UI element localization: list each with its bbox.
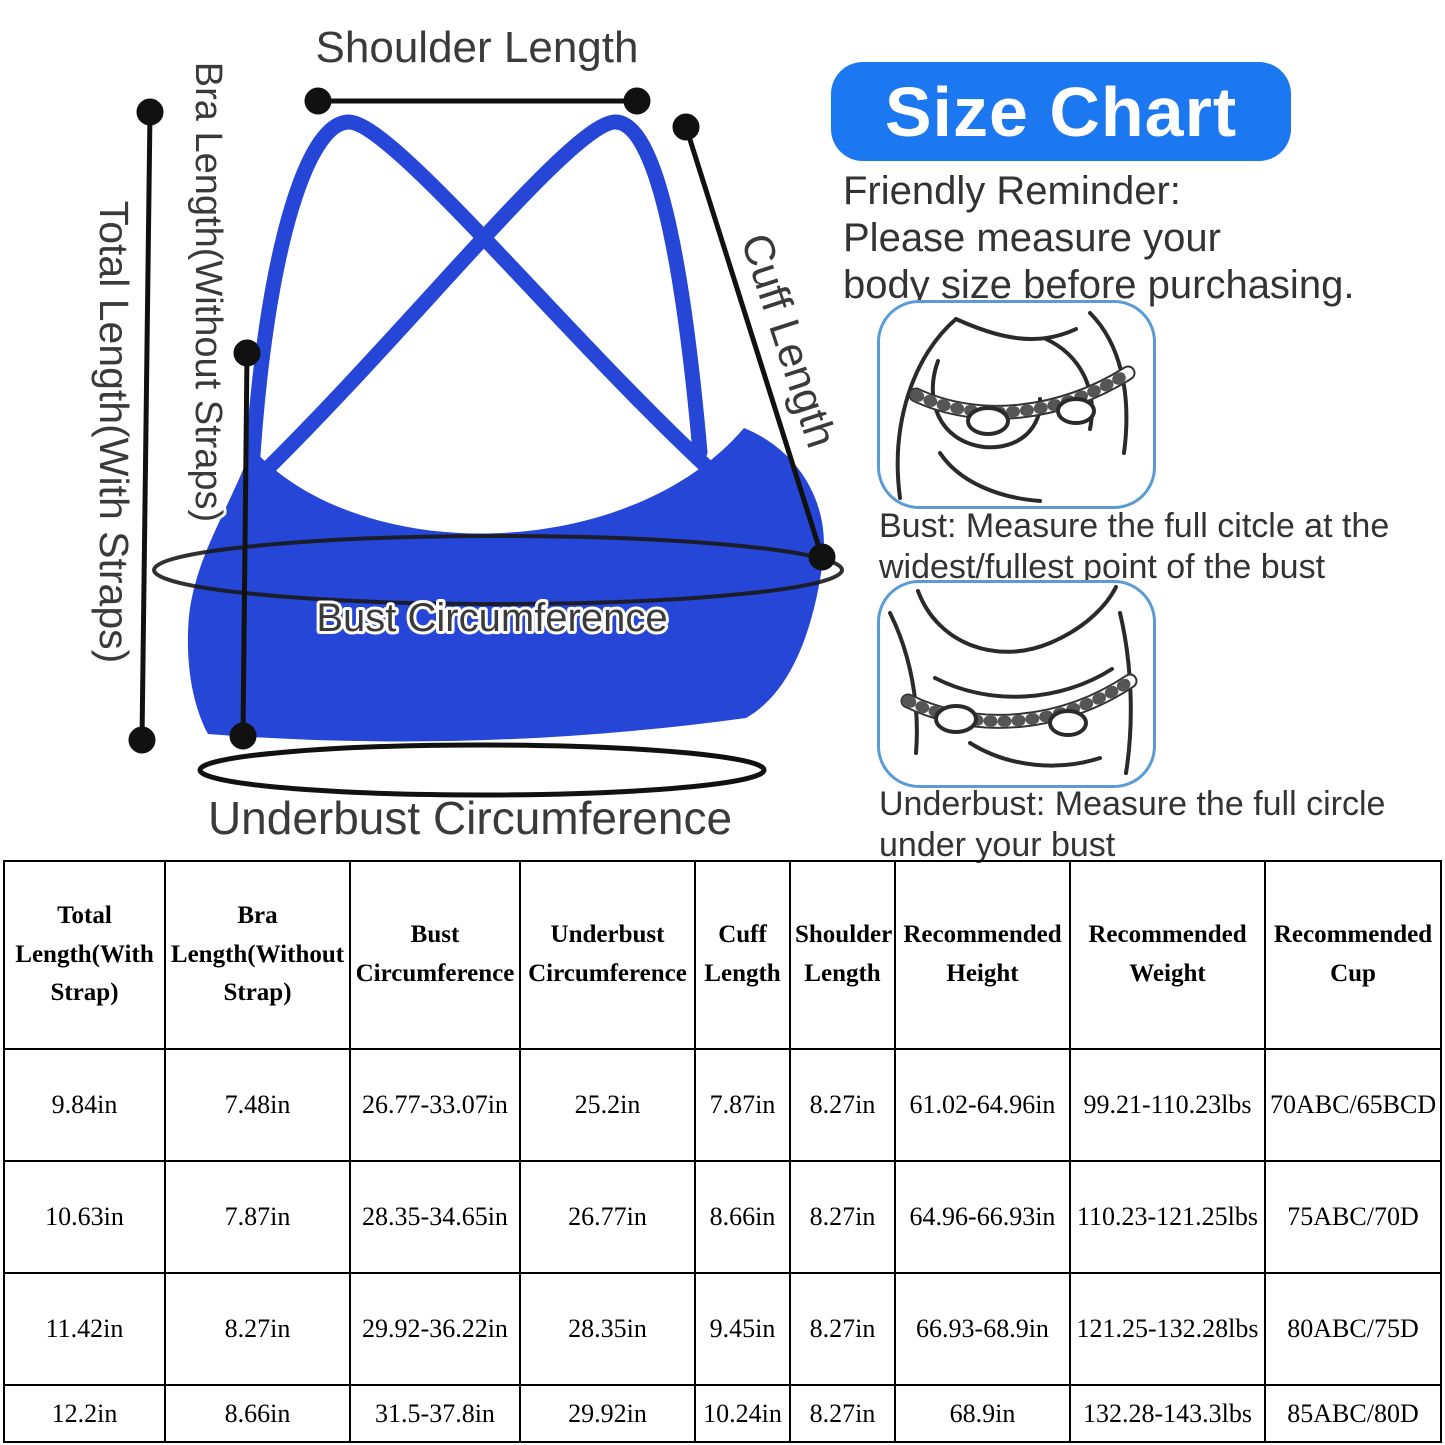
table-cell: 26.77-33.07in	[349, 1048, 521, 1162]
table-cell: 85ABC/80D	[1264, 1384, 1442, 1443]
measuring-tape-line-art	[895, 311, 1136, 503]
table-cell: 8.27in	[789, 1048, 896, 1162]
total-length-label: Total Length(With Straps)	[91, 201, 137, 664]
table-cell: 121.25-132.28lbs	[1069, 1272, 1266, 1386]
column-header: Recommended Height	[894, 860, 1071, 1050]
table-cell: 110.23-121.25lbs	[1069, 1160, 1266, 1274]
cuff-measure-line	[683, 126, 825, 558]
friendly-reminder: Friendly Reminder: Please measure your b…	[843, 168, 1354, 309]
column-header: Underbust Circumference	[519, 860, 696, 1050]
bust-circumference-ellipse	[152, 534, 844, 606]
column-header: Cuff Length	[694, 860, 791, 1050]
table-cell: 29.92-36.22in	[349, 1272, 521, 1386]
table-row: 9.84in 7.48in 26.77-33.07in 25.2in 7.87in 8.2…	[3, 1048, 1442, 1162]
column-header: Bra Length(Without Strap)	[164, 860, 351, 1050]
table-cell: 9.84in	[3, 1048, 166, 1162]
measurement-lines	[128, 87, 836, 754]
bra-length-label: Bra Length(Without Straps)	[187, 62, 229, 522]
table-cell: 8.66in	[164, 1384, 351, 1443]
size-table-header-row: Total Length(With Strap) Bra Length(Witho…	[3, 860, 1442, 1050]
table-cell: 25.2in	[519, 1048, 696, 1162]
reminder-line: body size before purchasing.	[843, 263, 1355, 307]
bust-measure-illustration	[877, 300, 1156, 509]
table-cell: 80ABC/75D	[1264, 1272, 1442, 1386]
column-header: Recommended Weight	[1069, 860, 1266, 1050]
underbust-caption: Underbust: Measure the full circle under…	[879, 785, 1386, 864]
table-cell: 31.5-37.8in	[349, 1384, 521, 1443]
column-header: Shoulder Length	[789, 860, 896, 1050]
bust-circumference-label: Bust Circumference	[316, 596, 667, 640]
table-cell: 9.45in	[694, 1272, 791, 1386]
size-chart-title-banner: Size Chart	[831, 62, 1291, 161]
table-row: 12.2in 8.66in 31.5-37.8in 29.92in 10.24in 8.2…	[3, 1384, 1442, 1443]
table-cell: 68.9in	[894, 1384, 1071, 1443]
column-header: Recommended Cup	[1264, 860, 1442, 1050]
bust-caption: Bust: Measure the full citcle at the wid…	[879, 507, 1390, 586]
table-cell: 61.02-64.96in	[894, 1048, 1071, 1162]
table-row: 10.63in 7.87in 28.35-34.65in 26.77in 8.66in 8…	[3, 1160, 1442, 1274]
column-header: Bust Circumference	[349, 860, 521, 1050]
underbust-circumference-ellipse	[197, 742, 767, 798]
bra-length-measure-line	[240, 352, 250, 737]
table-cell: 7.87in	[164, 1160, 351, 1274]
bra-straps	[244, 114, 716, 488]
underbust-measure-illustration	[877, 580, 1156, 788]
bra-illustration	[187, 428, 824, 742]
size-table-body: 9.84in 7.48in 26.77-33.07in 25.2in 7.87in 8.2…	[3, 1048, 1442, 1443]
table-cell: 70ABC/65BCD	[1264, 1048, 1442, 1162]
size-table: Total Length(With Strap) Bra Length(Witho…	[3, 860, 1442, 1443]
shoulder-length-label: Shoulder Length	[316, 23, 639, 72]
table-cell: 132.28-143.3lbs	[1069, 1384, 1266, 1443]
table-cell: 64.96-66.93in	[894, 1160, 1071, 1274]
page-title: Size Chart	[884, 72, 1238, 151]
cuff-length-label: Cuff Length	[731, 228, 845, 454]
total-length-measure-line	[139, 111, 153, 741]
column-header: Total Length(With Strap)	[3, 860, 166, 1050]
bra-measurement-diagram: Shoulder Length Total Length(With Straps…	[91, 23, 845, 844]
table-cell: 11.42in	[3, 1272, 166, 1386]
reminder-line: Please measure your	[843, 216, 1221, 260]
table-cell: 10.24in	[694, 1384, 791, 1443]
table-cell: 28.35in	[519, 1272, 696, 1386]
measuring-tape-line-art	[888, 585, 1138, 775]
table-cell: 8.27in	[789, 1272, 896, 1386]
table-cell: 7.87in	[694, 1048, 791, 1162]
table-cell: 26.77in	[519, 1160, 696, 1274]
table-cell: 29.92in	[519, 1384, 696, 1443]
table-cell: 99.21-110.23lbs	[1069, 1048, 1266, 1162]
table-cell: 8.27in	[789, 1160, 896, 1274]
table-row: 11.42in 8.27in 29.92-36.22in 28.35in 9.45in 8…	[3, 1272, 1442, 1386]
table-cell: 8.27in	[164, 1272, 351, 1386]
table-cell: 10.63in	[3, 1160, 166, 1274]
table-cell: 8.66in	[694, 1160, 791, 1274]
table-cell: 28.35-34.65in	[349, 1160, 521, 1274]
reminder-line: Friendly Reminder:	[843, 169, 1181, 213]
table-cell: 7.48in	[164, 1048, 351, 1162]
table-cell: 12.2in	[3, 1384, 166, 1443]
table-cell: 66.93-68.9in	[894, 1272, 1071, 1386]
underbust-circumference-label: Underbust Circumference	[208, 792, 732, 844]
table-cell: 75ABC/70D	[1264, 1160, 1442, 1274]
table-cell: 8.27in	[789, 1384, 896, 1443]
